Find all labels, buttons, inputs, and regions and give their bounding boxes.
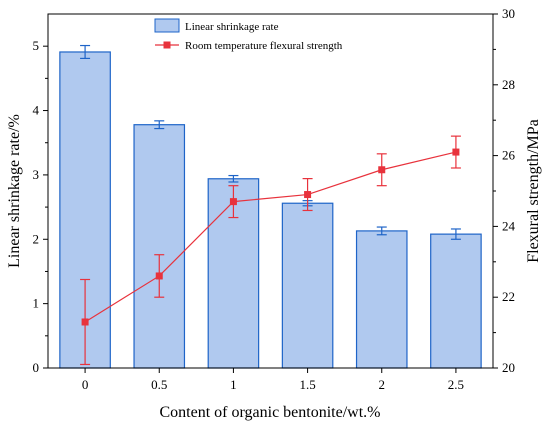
left-tick-label: 4 [33, 103, 40, 118]
bar-error-bar-2.5 [450, 228, 461, 240]
right-tick-label: 22 [502, 289, 515, 304]
plot-frame [47, 13, 494, 369]
right-tick-label: 24 [502, 218, 516, 233]
x-tick-label: 1.5 [299, 377, 315, 392]
legend-bar-label: Linear shrinkage rate [185, 21, 279, 33]
x-tick-label: 2 [379, 377, 386, 392]
x-tick-label: 0.5 [151, 377, 167, 392]
strength-line-layer [80, 135, 461, 366]
left-axis-ticks: 0 1 2 3 4 5 [33, 38, 48, 375]
x-tick-label: 1 [230, 377, 237, 392]
left-axis-title: Linear shrinkage rate/% [6, 114, 23, 268]
bar-error-bar-0 [80, 44, 91, 60]
x-axis-title: Content of organic bentonite/wt.% [160, 404, 381, 421]
strength-point-0.5 [155, 272, 163, 280]
strength-point-1.5 [304, 191, 312, 199]
bar-error-bar-0.5 [154, 120, 165, 130]
bar-0.5 [133, 124, 186, 369]
right-tick-label: 26 [502, 148, 516, 163]
bar-2 [355, 230, 408, 369]
left-tick-label: 3 [33, 167, 40, 182]
right-axis-ticks: 20 22 24 26 28 30 [493, 6, 516, 375]
legend-line-marker [163, 41, 171, 49]
x-tick-label: 0 [82, 377, 89, 392]
bars-layer [59, 51, 482, 369]
bar-1.5 [281, 202, 334, 369]
strength-point-1 [229, 198, 237, 206]
left-tick-label: 1 [33, 296, 40, 311]
bar-error-bar-1 [228, 174, 239, 183]
strength-point-2 [378, 166, 386, 174]
right-tick-label: 28 [502, 77, 515, 92]
left-tick-label: 0 [33, 360, 40, 375]
legend: Linear shrinkage rate Room temperature f… [154, 18, 343, 52]
right-tick-label: 20 [502, 360, 515, 375]
strength-line [84, 151, 457, 323]
right-axis-title: Flexural strength/MPa [525, 119, 542, 263]
x-axis-ticks: 0 0.5 1 1.5 2 2.5 [82, 368, 464, 392]
left-tick-label: 2 [33, 231, 40, 246]
left-tick-label: 5 [33, 38, 40, 53]
legend-line-label: Room temperature flexural strength [185, 40, 343, 52]
legend-bar-swatch [154, 18, 180, 33]
strength-point-0 [81, 318, 89, 326]
bar-2.5 [430, 233, 482, 369]
bar-error-bar-2 [376, 226, 387, 236]
right-tick-label: 30 [502, 6, 515, 21]
bar-error-bars [80, 44, 461, 240]
strength-point-2.5 [452, 148, 460, 156]
x-tick-label: 2.5 [448, 377, 464, 392]
